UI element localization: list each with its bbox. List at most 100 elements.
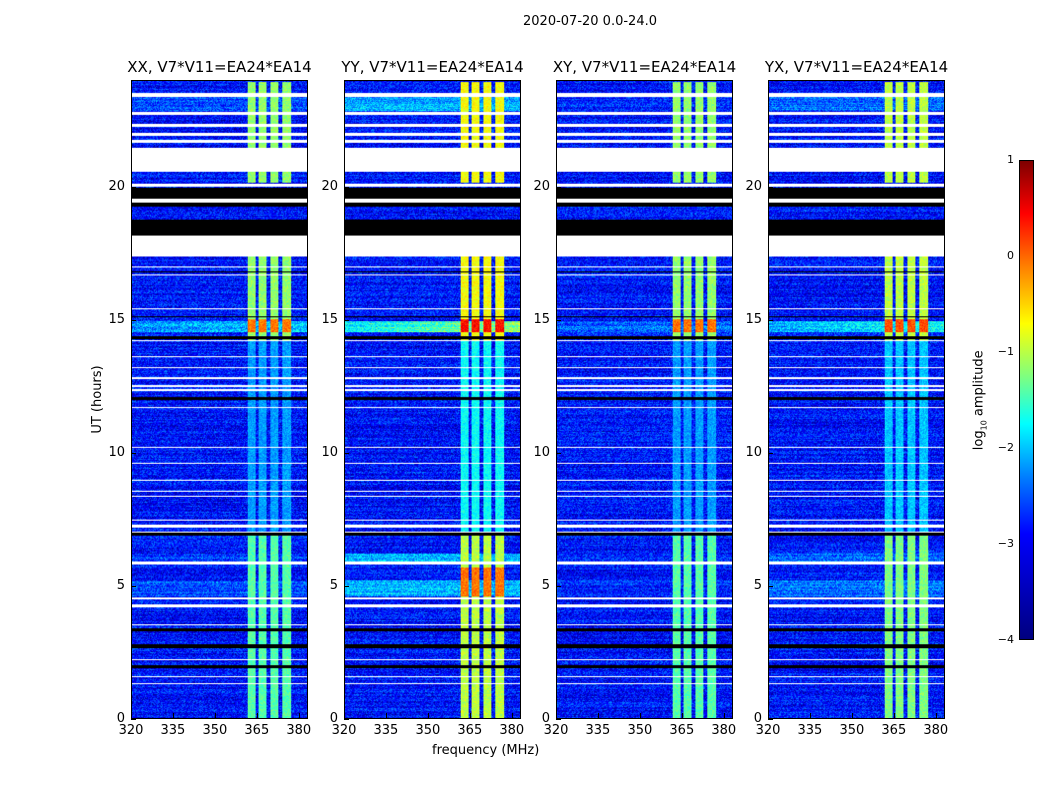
panel-title: YX, V7*V11=EA24*EA14 [764,58,949,76]
x-tick-mark [639,713,641,718]
x-tick-label: 335 [585,723,611,738]
y-tick-label: 0 [541,711,550,726]
y-tick-mark [556,452,561,454]
y-tick-mark [344,186,349,188]
y-tick-label: 20 [745,178,762,194]
x-tick-mark [768,713,769,718]
heatmap-image [345,81,520,718]
y-tick-mark [131,452,136,454]
y-tick-mark [556,186,561,188]
y-tick-mark [768,719,773,720]
y-tick-mark [768,585,773,587]
x-tick-label: 365 [457,723,483,738]
colorbar-tick-label: 0 [1007,249,1014,262]
x-tick-mark [893,713,895,718]
y-tick-label: 15 [108,311,125,327]
heatmap-image [132,81,307,718]
x-tick-mark [427,713,429,718]
x-tick-mark [298,713,300,718]
y-tick-label: 15 [533,311,550,327]
y-tick-label: 10 [533,444,550,460]
waterfall-panel [768,80,945,719]
y-tick-mark [344,719,349,720]
y-tick-label: 5 [116,577,125,593]
x-tick-mark [511,713,513,718]
x-tick-label: 320 [118,723,144,738]
heatmap-image [557,81,732,718]
y-tick-mark [131,585,136,587]
y-tick-label: 5 [753,577,762,593]
y-tick-mark [556,719,561,720]
x-tick-label: 350 [839,723,865,738]
waterfall-panel [556,80,733,719]
x-tick-label: 320 [755,723,781,738]
y-tick-mark [344,585,349,587]
colorbar-tick-label: −2 [997,441,1014,454]
y-tick-mark [768,186,773,188]
y-tick-mark [131,719,136,720]
colorbar [1019,160,1034,640]
x-tick-label: 365 [881,723,907,738]
y-tick-mark [768,452,773,454]
y-tick-mark [556,585,561,587]
y-tick-mark [556,319,561,321]
y-tick-label: 0 [329,711,338,726]
heatmap-image [769,81,944,718]
x-tick-label: 350 [415,723,441,738]
x-tick-mark [256,713,258,718]
panel-title: XY, V7*V11=EA24*EA14 [552,58,737,76]
y-tick-mark [344,319,349,321]
y-tick-label: 10 [108,444,125,460]
y-tick-label: 0 [753,711,762,726]
y-tick-label: 15 [321,311,338,327]
x-tick-mark [723,713,725,718]
y-tick-label: 20 [321,178,338,194]
x-tick-mark [556,713,557,718]
x-axis-label: frequency (MHz) [432,743,540,758]
panel-title: YY, V7*V11=EA24*EA14 [341,58,524,76]
x-tick-label: 380 [923,723,949,738]
y-tick-mark [131,186,136,188]
x-tick-mark [344,713,345,718]
colorbar-tick-label: −1 [997,345,1014,358]
x-tick-mark [681,713,683,718]
y-tick-label: 10 [321,444,338,460]
colorbar-tick-label: 1 [1007,153,1014,166]
x-tick-mark [851,713,853,718]
waterfall-panel [344,80,521,719]
waterfall-panel [131,80,308,719]
y-tick-label: 10 [745,444,762,460]
y-tick-label: 0 [116,711,125,726]
x-tick-mark [935,713,937,718]
x-tick-label: 335 [797,723,823,738]
panel-title: XX, V7*V11=EA24*EA14 [127,58,312,76]
y-tick-label: 15 [745,311,762,327]
x-tick-label: 335 [373,723,399,738]
x-tick-label: 365 [244,723,270,738]
x-tick-label: 365 [669,723,695,738]
y-tick-mark [768,319,773,321]
figure-title: 2020-07-20 0.0-24.0 [523,14,657,29]
colorbar-tick-label: −3 [997,537,1014,550]
y-tick-label: 20 [108,178,125,194]
x-tick-label: 335 [160,723,186,738]
x-tick-label: 350 [627,723,653,738]
x-tick-mark [469,713,471,718]
y-tick-label: 5 [541,577,550,593]
y-tick-label: 5 [329,577,338,593]
x-tick-label: 320 [543,723,569,738]
x-tick-label: 320 [331,723,357,738]
x-tick-mark [597,713,599,718]
x-tick-label: 380 [286,723,312,738]
x-tick-label: 350 [202,723,228,738]
colorbar-tick-label: −4 [997,633,1014,646]
x-tick-mark [131,713,132,718]
x-tick-label: 380 [711,723,737,738]
y-axis-label: UT (hours) [90,365,105,434]
x-tick-mark [385,713,387,718]
x-tick-mark [172,713,174,718]
y-tick-mark [131,319,136,321]
x-tick-mark [809,713,811,718]
y-tick-mark [344,452,349,454]
y-tick-label: 20 [533,178,550,194]
